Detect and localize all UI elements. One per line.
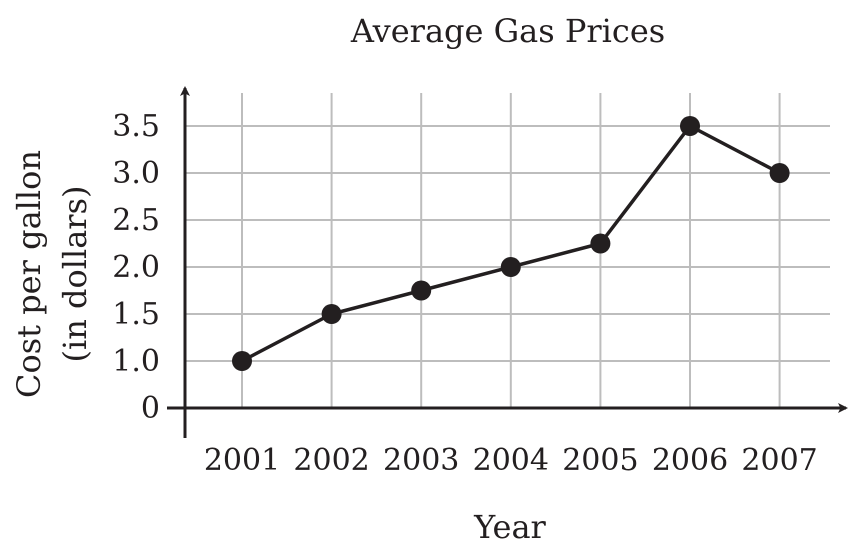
x-tick-label: 2005 (562, 443, 638, 478)
x-tick-label: 2001 (204, 443, 280, 478)
y-tick-label: 2.0 (112, 250, 160, 285)
x-tick-label: 2002 (293, 443, 369, 478)
y-axis-label-line-2: (in dollars) (56, 186, 94, 363)
gridlines (185, 93, 830, 408)
chart-title: Average Gas Prices (350, 12, 665, 50)
y-tick-labels: 0 1.0 1.5 2.0 2.5 3.0 3.5 (112, 109, 160, 426)
x-tick-label: 2006 (652, 443, 728, 478)
x-tick-label: 2004 (473, 443, 549, 478)
x-tick-label: 2007 (741, 443, 817, 478)
y-tick-label: 3.0 (112, 156, 160, 191)
y-tick-label: 1.5 (112, 297, 160, 332)
data-point (769, 163, 790, 183)
y-tick-label: 1.0 (112, 344, 160, 379)
data-point (411, 280, 432, 301)
x-axis-label: Year (473, 508, 546, 546)
data-series (232, 116, 790, 371)
data-point (500, 257, 521, 277)
data-point (232, 351, 252, 371)
y-tick-label: 0 (141, 391, 160, 426)
y-tick-label: 2.5 (112, 203, 160, 238)
x-tick-label: 2003 (383, 443, 459, 478)
data-point (321, 304, 342, 324)
y-axis-label-line-1: Cost per gallon (10, 150, 48, 398)
data-point (680, 116, 700, 136)
x-tick-labels: 2001 2002 2003 2004 2005 2006 2007 (204, 443, 818, 478)
y-tick-label: 3.5 (112, 109, 160, 144)
data-point (590, 233, 611, 254)
y-axis-label: Cost per gallon (in dollars) (10, 150, 94, 398)
